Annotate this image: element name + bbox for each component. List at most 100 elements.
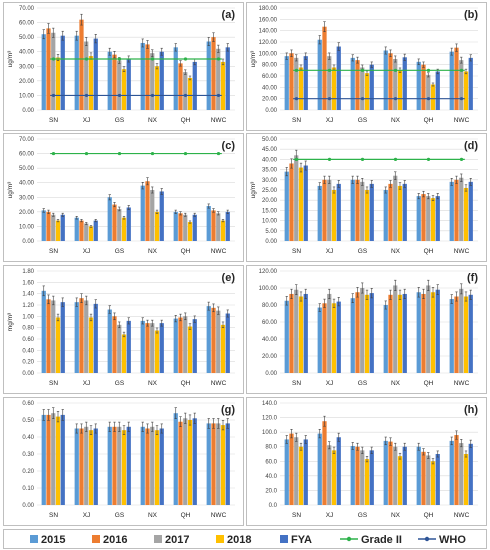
bar-2017-QH xyxy=(426,455,431,505)
legend-label: Grade II xyxy=(361,534,402,546)
bar-2015-XJ xyxy=(74,217,79,241)
grade-ii-marker xyxy=(327,68,332,72)
bar-2017-NX xyxy=(393,59,398,110)
chart-panels: 0.00 10.00 20.00 30.00 40.00 50.00 60.00 70.00 u… xyxy=(3,2,487,526)
who-marker xyxy=(150,93,155,98)
y-tick-label: 180.00 xyxy=(259,6,278,12)
bar-2018-XJ xyxy=(331,303,337,373)
bar-2017-NX xyxy=(150,190,155,241)
y-tick-label: 0.40 xyxy=(22,348,34,354)
x-category-label: QH xyxy=(424,380,434,387)
y-tick-label: 1.00 xyxy=(22,314,34,320)
bar-2015-NX xyxy=(140,42,145,110)
bar-2016-GS xyxy=(355,179,360,241)
panel-tag: (e) xyxy=(222,272,236,284)
bar-2018-GS xyxy=(121,69,127,110)
bar-2018-QH xyxy=(430,84,436,110)
x-category-label: GS xyxy=(358,117,368,124)
bar-2015-GS xyxy=(350,445,355,505)
bar-2017-XJ xyxy=(327,293,332,373)
bar-2018-NX xyxy=(397,185,403,241)
bar-2017-QH xyxy=(426,285,431,373)
grade-ii-marker xyxy=(393,68,398,72)
x-category-label: GS xyxy=(358,512,368,519)
bar-2016-XJ xyxy=(322,303,327,373)
y-tick-label: 60.0 xyxy=(265,459,277,465)
x-category-label: XJ xyxy=(83,248,91,255)
bar-FYA-NWC xyxy=(225,47,230,110)
x-category-label: NX xyxy=(148,117,158,124)
y-tick-label: 30.00 xyxy=(262,178,278,184)
bar-FYA-XJ xyxy=(93,38,98,110)
bar-2015-NX xyxy=(383,440,388,505)
bar-2018-NWC xyxy=(463,71,469,110)
bar-2018-XJ xyxy=(88,430,94,505)
bar-2018-GS xyxy=(364,190,370,241)
bar-2016-XJ xyxy=(79,428,84,505)
grade-ii-marker xyxy=(216,151,221,156)
y-tick-label: 10.00 xyxy=(19,93,35,99)
bar-2017-QH xyxy=(183,316,188,373)
y-tick-label: 0.80 xyxy=(22,326,34,332)
bar-2018-QH xyxy=(187,77,193,110)
bar-2018-NX xyxy=(154,330,160,373)
bar-2018-QH xyxy=(187,420,193,505)
bar-2017-XJ xyxy=(327,56,332,110)
x-category-label: SN xyxy=(49,248,58,255)
bar-2018-NX xyxy=(154,430,160,505)
grade-ii-marker xyxy=(327,157,332,161)
bar-2018-NWC xyxy=(463,187,469,241)
bar-2016-XJ xyxy=(79,220,84,241)
who-marker xyxy=(294,97,299,101)
bar-2016-NX xyxy=(388,441,393,505)
bar-2018-SN xyxy=(298,296,304,373)
bar-2017-NX xyxy=(393,446,398,505)
bar-2018-GS xyxy=(364,73,370,110)
bar-2015-XJ xyxy=(74,428,79,505)
bar-2015-GS xyxy=(107,426,112,505)
grade-ii-marker xyxy=(117,57,122,61)
bar-2015-NWC xyxy=(206,41,211,111)
bar-FYA-NX xyxy=(402,183,407,241)
bar-2018-GS xyxy=(364,459,370,505)
legend-item-2016: 2016 xyxy=(92,534,127,546)
bar-2017-NX xyxy=(150,323,155,373)
x-category-label: GS xyxy=(115,380,125,387)
y-tick-label: 35.00 xyxy=(262,168,278,174)
panel-b: 0.00 20.00 40.00 60.00 80.00 100.00 120.00 140.… xyxy=(246,2,487,131)
bar-2015-SN xyxy=(41,210,46,241)
bar-2016-NX xyxy=(145,181,150,241)
y-tick-label: 5.00 xyxy=(265,229,277,235)
y-tick-label: 40.0 xyxy=(265,474,277,480)
legend-label: WHO xyxy=(439,534,466,546)
bar-FYA-GS xyxy=(369,183,374,241)
y-tick-label: 20.00 xyxy=(19,79,35,85)
y-tick-label: 40.00 xyxy=(262,157,278,163)
bar-2015-GS xyxy=(107,51,112,110)
y-tick-label: 140.0 xyxy=(262,401,278,407)
legend-item-2017: 2017 xyxy=(154,534,189,546)
who-marker xyxy=(426,97,431,101)
bar-2016-NX xyxy=(388,183,393,241)
bar-2016-XJ xyxy=(322,179,327,241)
grade-ii-marker xyxy=(393,157,398,161)
bar-2015-XJ xyxy=(317,433,322,505)
bar-2015-SN xyxy=(284,439,289,505)
y-axis-label: ug/m³ xyxy=(250,181,257,198)
bar-2015-NX xyxy=(383,305,388,373)
bar-2016-NWC xyxy=(454,435,459,505)
y-tick-label: 50.00 xyxy=(19,166,35,172)
bar-2017-NX xyxy=(150,53,155,110)
x-category-label: XJ xyxy=(83,512,91,519)
bar-2018-NWC xyxy=(463,296,469,373)
x-category-label: NX xyxy=(148,248,158,255)
y-tick-label: 40.00 xyxy=(19,181,35,187)
y-tick-label: 0.00 xyxy=(22,239,34,245)
bar-2017-QH xyxy=(426,196,431,241)
x-category-label: XJ xyxy=(326,512,334,519)
y-tick-label: 10.00 xyxy=(19,224,35,230)
x-category-label: SN xyxy=(292,512,301,519)
x-category-label: QH xyxy=(424,117,434,124)
bar-2015-QH xyxy=(173,413,178,505)
bar-2017-GS xyxy=(360,450,365,505)
